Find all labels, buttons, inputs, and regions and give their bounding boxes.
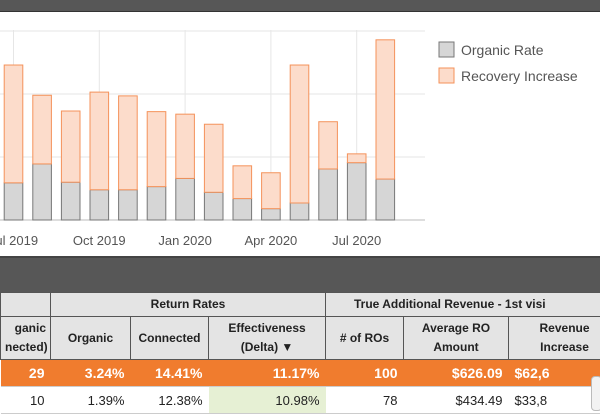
bar-organic-rate — [4, 183, 23, 220]
table-cell: 100 — [326, 360, 404, 387]
table-cell: $33,8 — [509, 387, 600, 414]
column-header[interactable]: Effectiveness (Delta) ▼ — [209, 317, 326, 360]
legend-swatch — [439, 42, 454, 57]
bar-recovery-increase — [119, 96, 138, 190]
bar-organic-rate — [262, 209, 281, 220]
bar-organic-rate — [90, 190, 109, 220]
bar-organic-rate — [147, 187, 166, 220]
column-header: Organic — [51, 317, 131, 360]
legend-swatch — [439, 68, 454, 83]
table-cell: 78 — [326, 387, 404, 414]
table-cell: 3.24% — [51, 360, 131, 387]
x-tick-label: Jan 2020 — [158, 233, 212, 248]
bar-recovery-increase — [376, 40, 395, 179]
x-tick-label: Apr 2020 — [245, 233, 298, 248]
bar-recovery-increase — [233, 166, 252, 199]
table-cell: $626.09 — [404, 360, 509, 387]
table-cell: 12.38% — [131, 387, 209, 414]
table-cell: $62,6 — [509, 360, 600, 387]
bar-recovery-increase — [204, 124, 223, 192]
bar-recovery-increase — [90, 92, 109, 190]
bar-organic-rate — [204, 192, 223, 220]
column-header: Revenue Increase — [509, 317, 600, 360]
table-cell: $434.49 — [404, 387, 509, 414]
section-header-band — [0, 258, 600, 292]
table-cell: 1.39% — [51, 387, 131, 414]
bar-recovery-increase — [61, 111, 80, 182]
bar-organic-rate — [33, 164, 52, 220]
bar-organic-rate — [61, 182, 80, 220]
bar-recovery-increase — [33, 95, 52, 164]
stacked-bar-chart: Jul 2019 Oct 2019 Jan 2020 Apr 2020 Jul 2020… — [0, 0, 600, 258]
bar-recovery-increase — [262, 173, 281, 209]
group-header-blank — [1, 293, 51, 317]
bar-organic-rate — [233, 199, 252, 220]
bar-recovery-increase — [4, 65, 23, 183]
scrollbar[interactable] — [591, 376, 600, 411]
table-cell: 11.17% — [209, 360, 326, 387]
bar-recovery-increase — [147, 112, 166, 187]
bar-recovery-increase — [290, 65, 309, 203]
bar-organic-rate — [376, 179, 395, 220]
bar-recovery-increase — [319, 122, 338, 169]
bar-organic-rate — [319, 169, 338, 220]
column-header: # of ROs — [326, 317, 404, 360]
bar-recovery-increase — [347, 154, 366, 163]
bar-organic-rate — [290, 203, 309, 220]
bar-organic-rate — [176, 178, 195, 220]
x-tick-label: Oct 2019 — [73, 233, 126, 248]
x-tick-label: Jul 2019 — [0, 233, 38, 248]
column-header: Connected — [131, 317, 209, 360]
x-tick-label: Jul 2020 — [332, 233, 381, 248]
metrics-table: Return Rates True Additional Revenue - 1… — [0, 292, 600, 414]
bar-organic-rate — [119, 190, 138, 220]
column-header: ganic nected) — [1, 317, 51, 360]
table-cell: 29 — [1, 360, 51, 387]
table-cell: 14.41% — [131, 360, 209, 387]
table-cell: 10 — [1, 387, 51, 414]
bar-recovery-increase — [176, 114, 195, 178]
table-cell: 10.98% — [209, 387, 326, 414]
group-header-return-rates: Return Rates — [51, 293, 326, 317]
legend-label: Recovery Increase — [461, 68, 578, 84]
legend-label: Organic Rate — [461, 42, 544, 58]
column-header: Average RO Amount — [404, 317, 509, 360]
bar-organic-rate — [347, 163, 366, 220]
group-header-true-additional-revenue: True Additional Revenue - 1st visi — [326, 293, 600, 317]
